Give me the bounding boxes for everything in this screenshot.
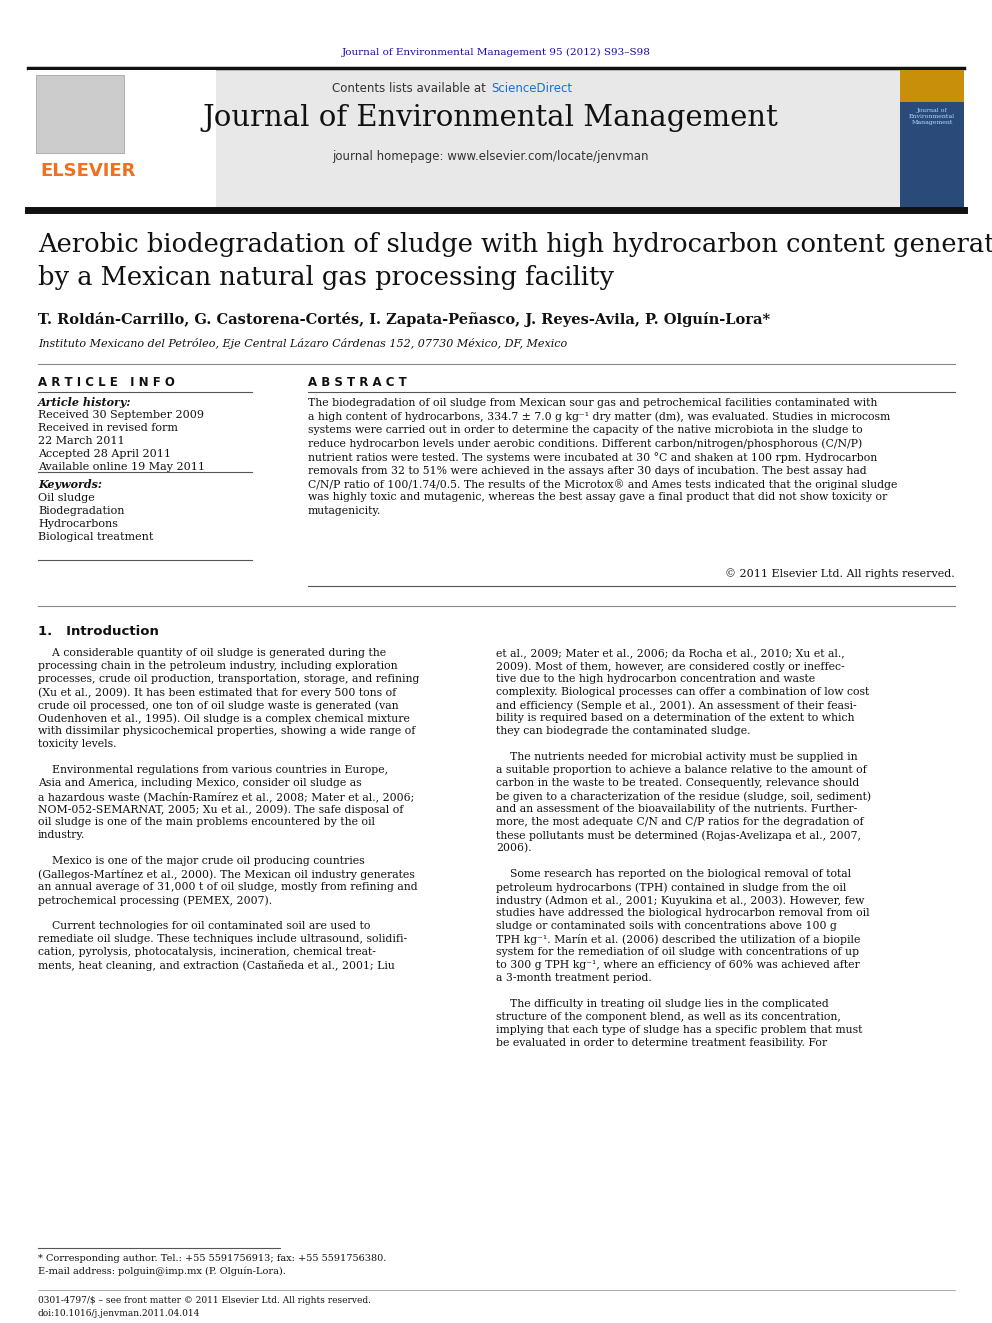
Bar <box>36 75 124 153</box>
Text: mutagenicity.: mutagenicity. <box>308 505 381 516</box>
Bar <box>28 70 216 208</box>
Text: NOM-052-SEMARNAT, 2005; Xu et al., 2009). The safe disposal of: NOM-052-SEMARNAT, 2005; Xu et al., 2009)… <box>38 804 404 815</box>
Bar <box>900 70 964 208</box>
Text: Aerobic biodegradation of sludge with high hydrocarbon content generated
by a Me: Aerobic biodegradation of sludge with hi… <box>38 232 992 290</box>
Text: complexity. Biological processes can offer a combination of low cost: complexity. Biological processes can off… <box>496 687 869 697</box>
Text: systems were carried out in order to determine the capacity of the native microb: systems were carried out in order to det… <box>308 425 863 435</box>
Text: to 300 g TPH kg⁻¹, where an efficiency of 60% was achieved after: to 300 g TPH kg⁻¹, where an efficiency o… <box>496 960 860 970</box>
Text: studies have addressed the biological hydrocarbon removal from oil: studies have addressed the biological hy… <box>496 908 870 918</box>
Text: T. Roldán-Carrillo, G. Castorena-Cortés, I. Zapata-Peñasco, J. Reyes-Avila, P. O: T. Roldán-Carrillo, G. Castorena-Cortés,… <box>38 312 770 327</box>
Text: Contents lists available at: Contents lists available at <box>332 82 490 95</box>
Text: 2009). Most of them, however, are considered costly or ineffec-: 2009). Most of them, however, are consid… <box>496 662 844 672</box>
Text: a 3-month treatment period.: a 3-month treatment period. <box>496 972 652 983</box>
Text: Journal of Environmental Management: Journal of Environmental Management <box>202 105 778 132</box>
Text: A considerable quantity of oil sludge is generated during the: A considerable quantity of oil sludge is… <box>38 648 386 658</box>
Text: Keywords:: Keywords: <box>38 479 102 490</box>
Text: toxicity levels.: toxicity levels. <box>38 740 116 749</box>
Text: industry.: industry. <box>38 830 85 840</box>
Text: Received in revised form: Received in revised form <box>38 423 178 433</box>
Text: reduce hydrocarbon levels under aerobic conditions. Different carbon/nitrogen/ph: reduce hydrocarbon levels under aerobic … <box>308 438 862 448</box>
Text: Available online 19 May 2011: Available online 19 May 2011 <box>38 462 205 472</box>
Text: nutrient ratios were tested. The systems were incubated at 30 °C and shaken at 1: nutrient ratios were tested. The systems… <box>308 452 877 463</box>
Text: journal homepage: www.elsevier.com/locate/jenvman: journal homepage: www.elsevier.com/locat… <box>331 149 648 163</box>
Text: 22 March 2011: 22 March 2011 <box>38 437 125 446</box>
Text: A B S T R A C T: A B S T R A C T <box>308 376 407 389</box>
Text: oil sludge is one of the main problems encountered by the oil: oil sludge is one of the main problems e… <box>38 818 375 827</box>
Text: A R T I C L E   I N F O: A R T I C L E I N F O <box>38 376 175 389</box>
Text: E-mail address: polguin@imp.mx (P. Olguín-Lora).: E-mail address: polguin@imp.mx (P. Olguí… <box>38 1267 286 1277</box>
Text: Some research has reported on the biological removal of total: Some research has reported on the biolog… <box>496 869 851 878</box>
Text: 0301-4797/$ – see front matter © 2011 Elsevier Ltd. All rights reserved.
doi:10.: 0301-4797/$ – see front matter © 2011 El… <box>38 1297 371 1318</box>
Text: they can biodegrade the contaminated sludge.: they can biodegrade the contaminated slu… <box>496 726 751 736</box>
Text: be evaluated in order to determine treatment feasibility. For: be evaluated in order to determine treat… <box>496 1039 827 1048</box>
Text: Accepted 28 April 2011: Accepted 28 April 2011 <box>38 448 171 459</box>
Text: a hazardous waste (Machín-Ramírez et al., 2008; Mater et al., 2006;: a hazardous waste (Machín-Ramírez et al.… <box>38 791 415 802</box>
Text: sludge or contaminated soils with concentrations above 100 g: sludge or contaminated soils with concen… <box>496 921 837 931</box>
Text: * Corresponding author. Tel.: +55 5591756913; fax: +55 5591756380.: * Corresponding author. Tel.: +55 559175… <box>38 1254 386 1263</box>
Text: processing chain in the petroleum industry, including exploration: processing chain in the petroleum indust… <box>38 662 398 671</box>
Text: and efficiency (Semple et al., 2001). An assessment of their feasi-: and efficiency (Semple et al., 2001). An… <box>496 700 857 710</box>
Text: structure of the component blend, as well as its concentration,: structure of the component blend, as wel… <box>496 1012 841 1021</box>
Bar <box>28 70 900 208</box>
Text: (Xu et al., 2009). It has been estimated that for every 500 tons of: (Xu et al., 2009). It has been estimated… <box>38 687 396 697</box>
Text: Biological treatment: Biological treatment <box>38 532 154 542</box>
Text: Biodegradation: Biodegradation <box>38 505 125 516</box>
Text: © 2011 Elsevier Ltd. All rights reserved.: © 2011 Elsevier Ltd. All rights reserved… <box>725 568 955 578</box>
Text: Asia and America, including Mexico, consider oil sludge as: Asia and America, including Mexico, cons… <box>38 778 362 789</box>
Text: crude oil processed, one ton of oil sludge waste is generated (van: crude oil processed, one ton of oil slud… <box>38 700 399 710</box>
Text: and an assessment of the bioavailability of the nutrients. Further-: and an assessment of the bioavailability… <box>496 804 857 814</box>
Bar <box>900 70 964 102</box>
Text: these pollutants must be determined (Rojas-Avelizapa et al., 2007,: these pollutants must be determined (Roj… <box>496 830 861 840</box>
Text: ments, heat cleaning, and extraction (Castañeda et al., 2001; Liu: ments, heat cleaning, and extraction (Ca… <box>38 960 395 971</box>
Text: system for the remediation of oil sludge with concentrations of up: system for the remediation of oil sludge… <box>496 947 859 957</box>
Text: Environmental regulations from various countries in Europe,: Environmental regulations from various c… <box>38 765 388 775</box>
Text: 2006).: 2006). <box>496 843 532 853</box>
Text: Hydrocarbons: Hydrocarbons <box>38 519 118 529</box>
Text: more, the most adequate C/N and C/P ratios for the degradation of: more, the most adequate C/N and C/P rati… <box>496 818 864 827</box>
Text: removals from 32 to 51% were achieved in the assays after 30 days of incubation.: removals from 32 to 51% were achieved in… <box>308 466 867 475</box>
Text: (Gallegos-Martínez et al., 2000). The Mexican oil industry generates: (Gallegos-Martínez et al., 2000). The Me… <box>38 869 415 880</box>
Text: a high content of hydrocarbons, 334.7 ± 7.0 g kg⁻¹ dry matter (dm), was evaluate: a high content of hydrocarbons, 334.7 ± … <box>308 411 890 422</box>
Text: TPH kg⁻¹. Marín et al. (2006) described the utilization of a biopile: TPH kg⁻¹. Marín et al. (2006) described … <box>496 934 860 945</box>
Text: an annual average of 31,000 t of oil sludge, mostly from refining and: an annual average of 31,000 t of oil slu… <box>38 882 418 892</box>
Text: processes, crude oil production, transportation, storage, and refining: processes, crude oil production, transpo… <box>38 673 420 684</box>
Text: Mexico is one of the major crude oil producing countries: Mexico is one of the major crude oil pro… <box>38 856 365 867</box>
Text: ELSEVIER: ELSEVIER <box>40 161 135 180</box>
Text: Journal of Environmental Management 95 (2012) S93–S98: Journal of Environmental Management 95 (… <box>341 48 651 57</box>
Text: was highly toxic and mutagenic, whereas the best assay gave a final product that: was highly toxic and mutagenic, whereas … <box>308 492 887 503</box>
Text: Instituto Mexicano del Petróleo, Eje Central Lázaro Cárdenas 152, 07730 México, : Instituto Mexicano del Petróleo, Eje Cen… <box>38 337 567 349</box>
Text: Oil sludge: Oil sludge <box>38 493 95 503</box>
Text: with dissimilar physicochemical properties, showing a wide range of: with dissimilar physicochemical properti… <box>38 726 416 736</box>
Text: Current technologies for oil contaminated soil are used to: Current technologies for oil contaminate… <box>38 921 370 931</box>
Text: Received 30 September 2009: Received 30 September 2009 <box>38 410 204 419</box>
Text: The difficulty in treating oil sludge lies in the complicated: The difficulty in treating oil sludge li… <box>496 999 828 1009</box>
Text: petroleum hydrocarbons (TPH) contained in sludge from the oil: petroleum hydrocarbons (TPH) contained i… <box>496 882 846 893</box>
Text: 1.   Introduction: 1. Introduction <box>38 624 159 638</box>
Text: bility is required based on a determination of the extent to which: bility is required based on a determinat… <box>496 713 854 722</box>
Text: et al., 2009; Mater et al., 2006; da Rocha et al., 2010; Xu et al.,: et al., 2009; Mater et al., 2006; da Roc… <box>496 648 845 658</box>
Text: ScienceDirect: ScienceDirect <box>491 82 572 95</box>
Text: Oudenhoven et al., 1995). Oil sludge is a complex chemical mixture: Oudenhoven et al., 1995). Oil sludge is … <box>38 713 410 724</box>
Text: petrochemical processing (PEMEX, 2007).: petrochemical processing (PEMEX, 2007). <box>38 894 272 905</box>
Text: Article history:: Article history: <box>38 397 132 407</box>
Text: tive due to the high hydrocarbon concentration and waste: tive due to the high hydrocarbon concent… <box>496 673 815 684</box>
Text: industry (Admon et al., 2001; Kuyukina et al., 2003). However, few: industry (Admon et al., 2001; Kuyukina e… <box>496 894 864 905</box>
Text: a suitable proportion to achieve a balance relative to the amount of: a suitable proportion to achieve a balan… <box>496 765 867 775</box>
Text: Journal of
Environmental
Management: Journal of Environmental Management <box>909 108 955 124</box>
Text: carbon in the waste to be treated. Consequently, relevance should: carbon in the waste to be treated. Conse… <box>496 778 859 789</box>
Text: remediate oil sludge. These techniques include ultrasound, solidifi-: remediate oil sludge. These techniques i… <box>38 934 407 945</box>
Text: implying that each type of sludge has a specific problem that must: implying that each type of sludge has a … <box>496 1025 862 1035</box>
Text: be given to a characterization of the residue (sludge, soil, sediment): be given to a characterization of the re… <box>496 791 871 802</box>
Text: The nutrients needed for microbial activity must be supplied in: The nutrients needed for microbial activ… <box>496 751 858 762</box>
Text: C/N/P ratio of 100/1.74/0.5. The results of the Microtox® and Ames tests indicat: C/N/P ratio of 100/1.74/0.5. The results… <box>308 479 898 490</box>
Text: cation, pyrolysis, photocatalysis, incineration, chemical treat-: cation, pyrolysis, photocatalysis, incin… <box>38 947 376 957</box>
Text: The biodegradation of oil sludge from Mexican sour gas and petrochemical facilit: The biodegradation of oil sludge from Me… <box>308 398 877 407</box>
